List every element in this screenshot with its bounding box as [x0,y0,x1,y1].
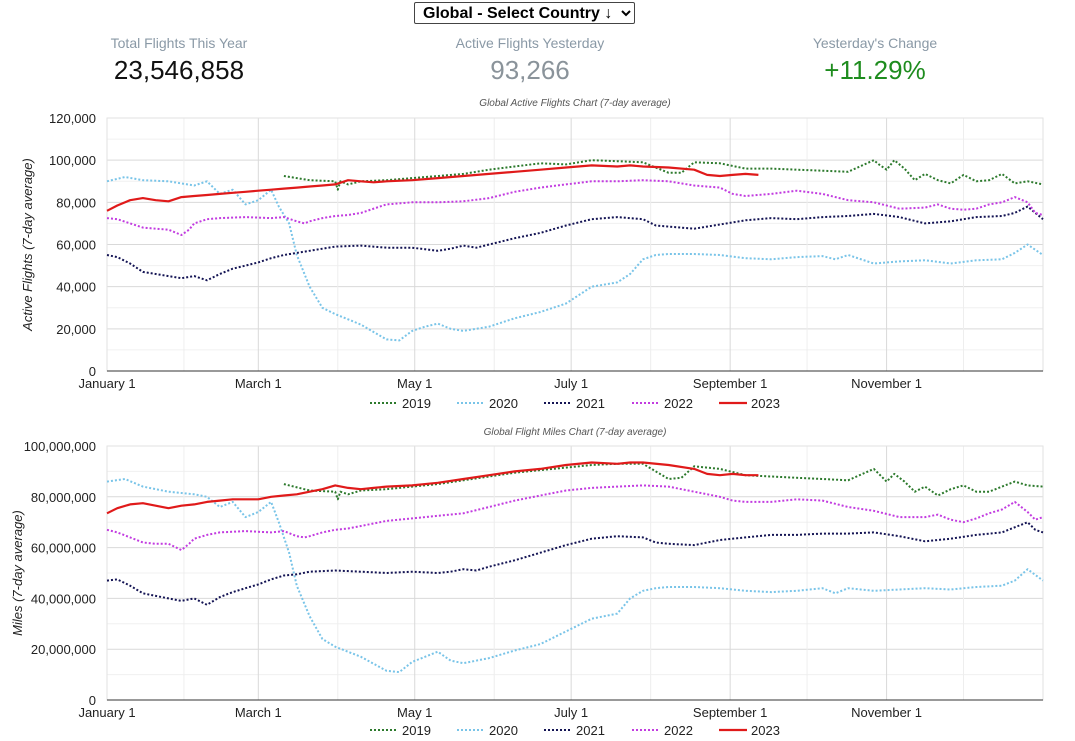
stat-change: Yesterday's Change +11.29% [725,34,1025,86]
flight-miles-y-tick-label: 0 [89,693,96,708]
active-flights-x-tick-label: September 1 [693,376,767,391]
flight-miles-chart: Global Flight Miles Chart (7-day average… [10,427,1044,738]
active-flights-series-2021-line [106,205,1044,282]
stat-active-yesterday-label: Active Flights Yesterday [455,35,605,51]
flight-miles-y-tick-label: 60,000,000 [31,541,96,556]
flight-miles-series-2020-line [106,478,1044,674]
active-flights-y-tick-label: 40,000 [56,280,96,295]
legend-label-2021: 2021 [576,396,605,411]
active-flights-x-tick-label: July 1 [554,376,588,391]
active-flights-series-2020-line [106,176,1044,342]
stat-change-label: Yesterday's Change [812,35,938,51]
flight-miles-chart-title: Global Flight Miles Chart (7-day average… [484,427,667,438]
legend-label-2022: 2022 [664,723,693,738]
legend-label-2020: 2020 [489,396,518,411]
active-flights-y-tick-label: 60,000 [56,238,96,253]
country-select[interactable]: Global - Select Country ↓ [414,2,635,24]
flight-miles-y-tick-label: 20,000,000 [31,642,96,657]
active-flights-chart: Global Active Flights Chart (7-day avera… [20,98,1044,411]
flight-miles-series-2022-line [106,484,1044,552]
flight-miles-grid [107,445,1043,700]
active-flights-y-tick-label: 20,000 [56,322,96,337]
active-flights-y-tick-label: 100,000 [49,153,96,168]
active-flights-y-tick-label: 0 [89,364,96,379]
active-flights-series-2022-line [106,179,1044,236]
stat-active-yesterday-value: 93,266 [490,55,570,85]
active-flights-legend: 2019 2020 2021 2022 2023 [370,396,780,411]
flight-miles-x-tick-label: March 1 [235,705,282,720]
legend-label-2019: 2019 [402,723,431,738]
flight-miles-y-tick-label: 80,000,000 [31,490,96,505]
stat-total-flights-label: Total Flights This Year [110,35,248,51]
legend-label-2021: 2021 [576,723,605,738]
active-flights-y-tick-label: 120,000 [49,111,96,126]
flight-miles-series-2019-line [283,462,1044,501]
active-flights-x-tick-label: May 1 [397,376,432,391]
legend-label-2020: 2020 [489,723,518,738]
flight-miles-x-tick-label: January 1 [78,705,135,720]
active-flights-y-tick-label: 80,000 [56,195,96,210]
active-flights-y-axis-label: Active Flights (7-day average) [20,158,35,332]
flight-miles-y-tick-label: 40,000,000 [31,591,96,606]
flight-miles-series-2023-line [106,461,759,515]
active-flights-series-2019-line [283,159,1044,191]
stat-change-value: +11.29% [824,55,926,85]
flight-miles-series-2021-line [106,521,1044,606]
flight-miles-x-tick-label: September 1 [693,705,767,720]
legend-label-2023: 2023 [751,396,780,411]
legend-label-2019: 2019 [402,396,431,411]
flight-miles-x-tick-label: July 1 [554,705,588,720]
active-flights-chart-title: Global Active Flights Chart (7-day avera… [479,98,670,109]
active-flights-grid [107,117,1043,371]
stat-total-flights: Total Flights This Year 23,546,858 [29,34,329,86]
active-flights-x-tick-label: March 1 [235,376,282,391]
flight-miles-y-axis-label: Miles (7-day average) [10,510,25,636]
stat-total-flights-value: 23,546,858 [113,55,245,85]
flight-miles-x-tick-label: November 1 [851,705,922,720]
active-flights-x-tick-label: January 1 [78,376,135,391]
active-flights-x-tick-label: November 1 [851,376,922,391]
legend-label-2022: 2022 [664,396,693,411]
stat-active-yesterday: Active Flights Yesterday 93,266 [380,34,680,86]
flight-miles-x-tick-label: May 1 [397,705,432,720]
active-flights-series-2023-line [106,164,759,212]
flight-miles-legend: 2019 2020 2021 2022 2023 [370,723,780,738]
legend-label-2023: 2023 [751,723,780,738]
flight-miles-y-tick-label: 100,000,000 [24,439,96,454]
